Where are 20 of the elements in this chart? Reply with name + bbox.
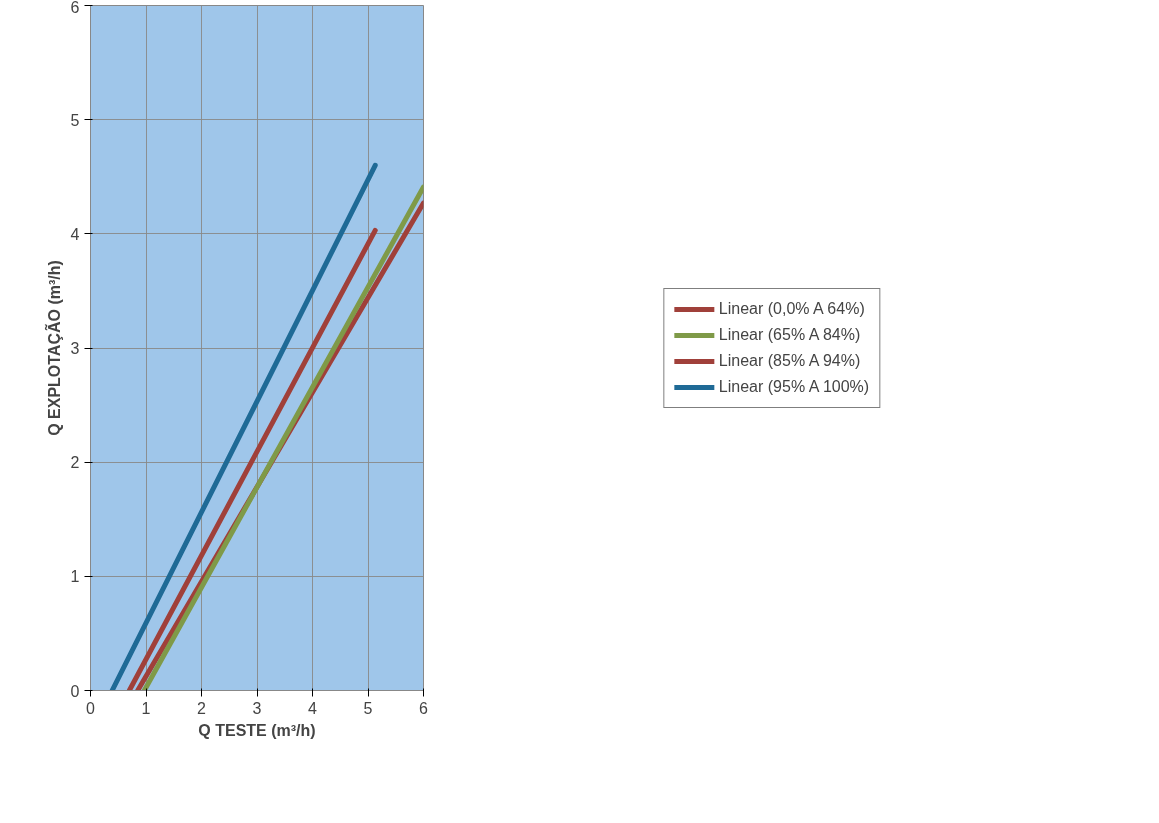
- y-tick-label: 3: [70, 340, 80, 357]
- x-tick-label: 5: [363, 699, 373, 717]
- y-tick-label: 6: [70, 0, 80, 16]
- x-tick-label: 4: [308, 699, 318, 717]
- x-tick-label: 2: [197, 699, 207, 717]
- legend-label: Linear (65% A 84%): [718, 325, 861, 344]
- x-tick-label: 1: [141, 699, 151, 717]
- x-tick-label: 6: [419, 699, 429, 717]
- y-tick-label: 5: [70, 111, 80, 129]
- x-tick-label: 3: [252, 699, 262, 717]
- x-axis-title: Q TESTE (m³/h): [198, 721, 316, 739]
- y-tick-label: 1: [70, 568, 80, 586]
- y-tick-label: 4: [70, 225, 80, 243]
- legend-label: Linear (85% A 94%): [718, 351, 861, 370]
- y-tick-label: 0: [70, 682, 80, 700]
- legend-label: Linear (95% A 100%): [718, 377, 870, 396]
- legend-label: Linear (0,0% A 64%): [718, 299, 865, 318]
- y-axis-title: Q EXPLOTAÇÃO (m³/h): [43, 260, 63, 436]
- x-tick-label: 0: [86, 699, 96, 717]
- y-tick-label: 2: [70, 454, 80, 472]
